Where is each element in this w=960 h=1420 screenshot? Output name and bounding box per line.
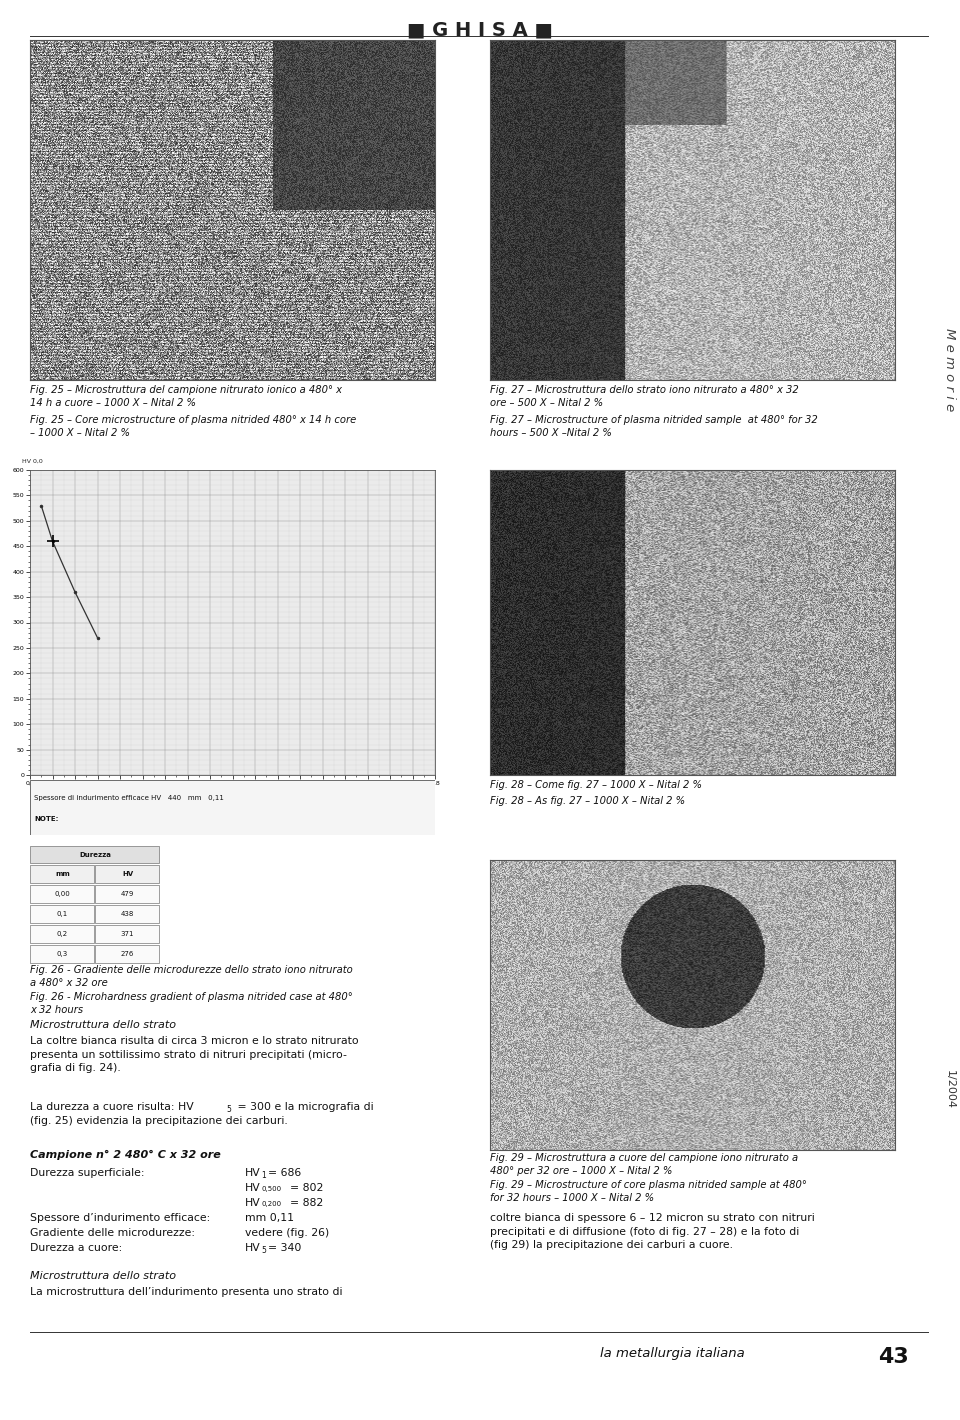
Text: 0,2: 0,2 [57, 932, 68, 937]
FancyBboxPatch shape [30, 846, 158, 863]
Text: 276: 276 [121, 951, 134, 957]
Text: Microstruttura dello strato: Microstruttura dello strato [30, 1020, 176, 1030]
Text: Microstruttura dello strato: Microstruttura dello strato [30, 1271, 176, 1281]
FancyBboxPatch shape [95, 885, 158, 903]
Text: Fig. 26 - Gradiente delle microdurezze dello strato iono nitrurato
a 480° x 32 o: Fig. 26 - Gradiente delle microdurezze d… [30, 966, 352, 988]
Text: = 300 e la micrografia di: = 300 e la micrografia di [234, 1102, 373, 1112]
Text: HV: HV [122, 870, 133, 878]
Text: 5: 5 [226, 1105, 230, 1115]
FancyBboxPatch shape [95, 944, 158, 963]
FancyBboxPatch shape [95, 905, 158, 923]
FancyBboxPatch shape [30, 924, 94, 943]
Text: mm: mm [55, 870, 70, 878]
Text: Fig. 29 – Microstruttura a cuore del campione iono nitrurato a
480° per 32 ore –: Fig. 29 – Microstruttura a cuore del cam… [490, 1153, 798, 1176]
FancyBboxPatch shape [30, 885, 94, 903]
Text: 1: 1 [261, 1172, 266, 1180]
Text: Durezza a cuore:: Durezza a cuore: [30, 1242, 122, 1252]
Text: Campione n° 2 480° C x 32 ore: Campione n° 2 480° C x 32 ore [30, 1150, 221, 1160]
Text: coltre bianca di spessore 6 – 12 micron su strato con nitruri
precipitati e di d: coltre bianca di spessore 6 – 12 micron … [490, 1213, 815, 1250]
FancyBboxPatch shape [95, 865, 158, 883]
Text: = 882: = 882 [290, 1198, 324, 1208]
FancyBboxPatch shape [30, 780, 435, 835]
Text: 371: 371 [121, 932, 134, 937]
Text: 43: 43 [878, 1348, 909, 1367]
Text: NOTE:: NOTE: [34, 815, 59, 822]
Text: 0,200: 0,200 [261, 1201, 281, 1207]
Text: La coltre bianca risulta di circa 3 micron e lo strato nitrurato
presenta un sot: La coltre bianca risulta di circa 3 micr… [30, 1037, 359, 1074]
Text: Spessore d’indurimento efficace:: Spessore d’indurimento efficace: [30, 1213, 210, 1223]
Text: 0,1: 0,1 [57, 912, 68, 917]
Text: 0,00: 0,00 [55, 890, 70, 897]
Text: HV: HV [245, 1242, 261, 1252]
Text: = 340: = 340 [268, 1242, 301, 1252]
FancyBboxPatch shape [30, 905, 94, 923]
Text: La durezza a cuore risulta: HV: La durezza a cuore risulta: HV [30, 1102, 194, 1112]
Text: Fig. 25 – Microstruttura del campione nitrurato ionico a 480° x
14 h a cuore – 1: Fig. 25 – Microstruttura del campione ni… [30, 385, 342, 408]
FancyBboxPatch shape [30, 944, 94, 963]
Text: Fig. 28 – Come fig. 27 – 1000 X – Nital 2 %: Fig. 28 – Come fig. 27 – 1000 X – Nital … [490, 780, 702, 790]
FancyBboxPatch shape [30, 865, 94, 883]
Text: mm 0,11: mm 0,11 [245, 1213, 294, 1223]
Text: vedere (fig. 26): vedere (fig. 26) [245, 1228, 329, 1238]
Text: ■ G H I S A ■: ■ G H I S A ■ [407, 20, 553, 38]
Text: Fig. 25 – Core microstructure of plasma nitrided 480° x 14 h core
– 1000 X – Nit: Fig. 25 – Core microstructure of plasma … [30, 415, 356, 439]
Text: Fig. 27 – Microstruttura dello strato iono nitrurato a 480° x 32
ore – 500 X – N: Fig. 27 – Microstruttura dello strato io… [490, 385, 799, 408]
Text: HV: HV [245, 1169, 261, 1179]
Text: 438: 438 [121, 912, 134, 917]
Text: Fig. 26 - Microhardness gradient of plasma nitrided case at 480°
x 32 hours: Fig. 26 - Microhardness gradient of plas… [30, 993, 352, 1015]
Text: = 686: = 686 [268, 1169, 301, 1179]
Text: 479: 479 [121, 890, 134, 897]
Text: HV 0,0: HV 0,0 [22, 459, 42, 464]
Text: M e m o r i e: M e m o r i e [944, 328, 956, 412]
Text: Fig. 29 – Microstructure of core plasma nitrided sample at 480°
for 32 hours – 1: Fig. 29 – Microstructure of core plasma … [490, 1180, 806, 1203]
Text: Durezza: Durezza [79, 852, 111, 858]
Text: Spessore di indurimento efficace HV   440   mm   0,11: Spessore di indurimento efficace HV 440 … [34, 795, 224, 801]
Text: 0,3: 0,3 [57, 951, 68, 957]
Text: La microstruttura dell’indurimento presenta uno strato di: La microstruttura dell’indurimento prese… [30, 1287, 343, 1296]
Text: la metallurgia italiana: la metallurgia italiana [600, 1348, 745, 1360]
Text: Fig. 28 – As fig. 27 – 1000 X – Nital 2 %: Fig. 28 – As fig. 27 – 1000 X – Nital 2 … [490, 797, 685, 807]
Text: Gradiente delle microdurezze:: Gradiente delle microdurezze: [30, 1228, 195, 1238]
Text: Durezza superficiale:: Durezza superficiale: [30, 1169, 145, 1179]
Text: = 802: = 802 [290, 1183, 324, 1193]
Text: 5: 5 [261, 1245, 266, 1255]
Text: HV: HV [245, 1183, 261, 1193]
Text: Fig. 27 – Microstructure of plasma nitrided sample  at 480° for 32
hours – 500 X: Fig. 27 – Microstructure of plasma nitri… [490, 415, 818, 439]
Text: HV: HV [245, 1198, 261, 1208]
Text: (fig. 25) evidenzia la precipitazione dei carburi.: (fig. 25) evidenzia la precipitazione de… [30, 1116, 288, 1126]
FancyBboxPatch shape [95, 924, 158, 943]
Text: 0,500: 0,500 [261, 1186, 281, 1191]
Text: 1/2004: 1/2004 [945, 1071, 955, 1109]
